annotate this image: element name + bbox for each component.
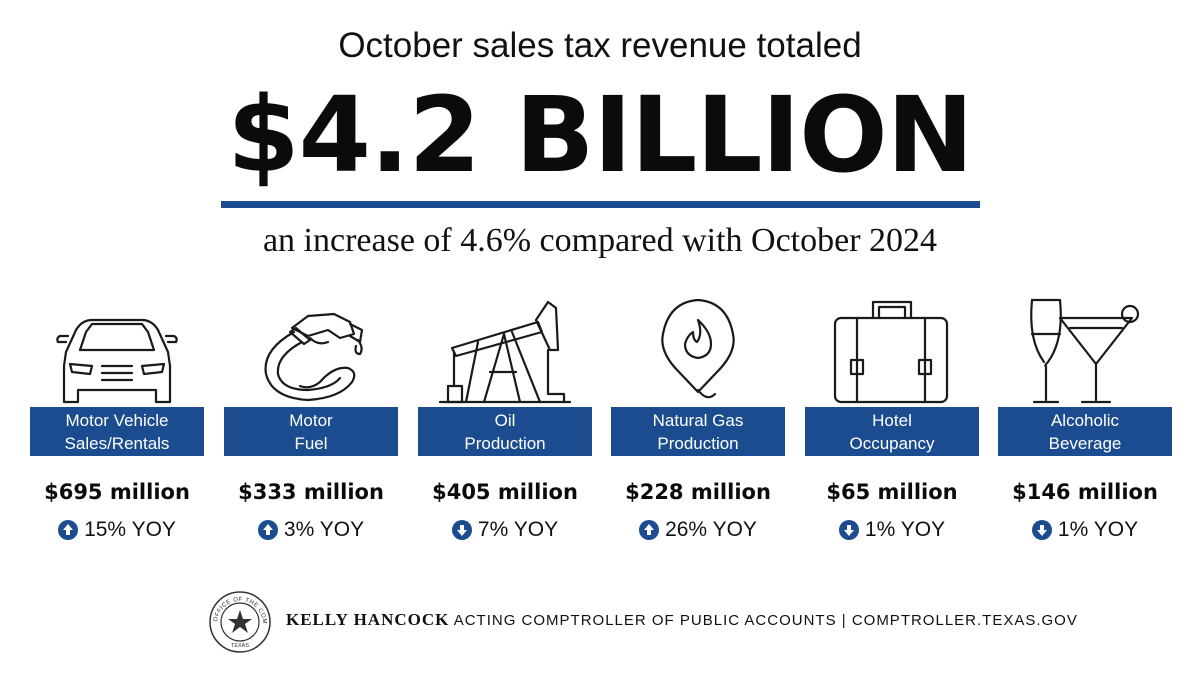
- oil-pumpjack-icon: [438, 300, 572, 404]
- arrow-down-icon: [1031, 520, 1052, 540]
- category-change: 15% YOY: [20, 518, 214, 542]
- category-label: Motor Vehicle Sales/Rentals: [30, 407, 204, 456]
- footer-name: KELLY HANCOCK: [286, 610, 450, 629]
- cocktail-glass-icon: [1030, 298, 1140, 404]
- arrow-up-icon: [58, 520, 79, 540]
- category-change: 1% YOY: [988, 518, 1182, 542]
- category-amount: $146 million: [1012, 480, 1158, 504]
- fuel-nozzle-icon: [264, 312, 364, 402]
- headline-divider: [221, 201, 980, 208]
- subline-text: an increase of 4.6% compared with Octobe…: [262, 222, 938, 259]
- arrow-up-icon: [257, 520, 278, 540]
- category-label: Motor Fuel: [224, 407, 398, 456]
- category-amount: $405 million: [432, 480, 578, 504]
- car-icon: [56, 318, 178, 404]
- category-change: 1% YOY: [795, 518, 989, 542]
- category-label: Oil Production: [418, 407, 592, 456]
- arrow-up-icon: [639, 520, 660, 540]
- footer-credit: KELLY HANCOCK ACTING COMPTROLLER OF PUBL…: [286, 610, 1078, 630]
- svg-text:TEXAS: TEXAS: [231, 643, 249, 649]
- gas-flame-pin-icon: [661, 298, 735, 399]
- category-label: Alcoholic Beverage: [998, 407, 1172, 456]
- footer-title: ACTING COMPTROLLER OF PUBLIC ACCOUNTS | …: [453, 612, 1078, 629]
- comptroller-seal-icon: OFFICE OF THE COMPTROLLER TEXAS: [208, 590, 271, 653]
- category-label: Hotel Occupancy: [805, 407, 979, 456]
- category-amount: $228 million: [625, 480, 771, 504]
- category-amount: $333 million: [238, 480, 384, 504]
- category-change: 26% YOY: [601, 518, 795, 542]
- arrow-down-icon: [451, 520, 472, 540]
- category-label: Natural Gas Production: [611, 407, 785, 456]
- intro-text: October sales tax revenue totaled: [338, 26, 862, 65]
- suitcase-icon: [833, 300, 949, 404]
- headline-amount: $4.2 BILLION: [227, 74, 973, 196]
- arrow-down-icon: [838, 520, 859, 540]
- category-change: 7% YOY: [408, 518, 602, 542]
- category-amount: $65 million: [826, 480, 958, 504]
- category-change: 3% YOY: [214, 518, 408, 542]
- category-amount: $695 million: [44, 480, 190, 504]
